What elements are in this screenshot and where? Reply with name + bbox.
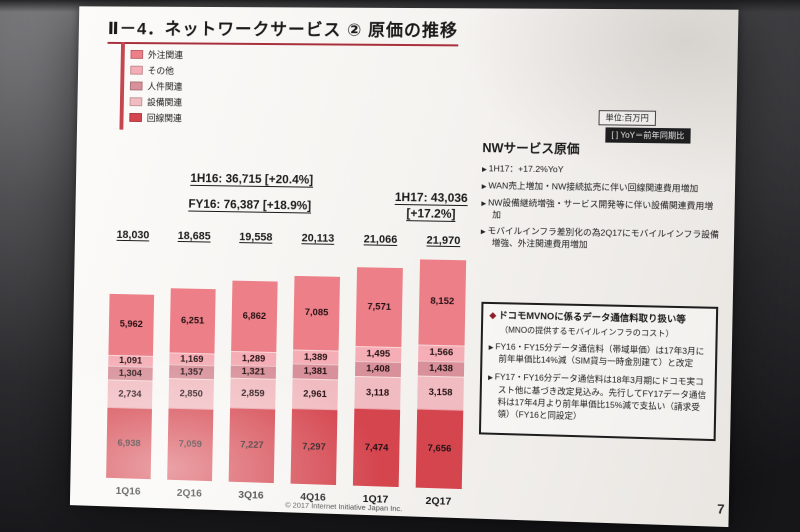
bar-total: 21,066 (363, 233, 398, 246)
bar-total: 18,030 (116, 229, 150, 242)
bar-segment: 7,227 (228, 407, 276, 484)
bar-segment: 3,118 (354, 375, 401, 410)
bar-segment: 1,495 (355, 345, 402, 363)
unit-note: 単位:百万円 (598, 110, 657, 126)
legend-label: 設備関連 (146, 97, 183, 108)
bar-segment: 1,566 (418, 344, 465, 362)
bar-stack: 7,085 1,389 1,381 2,961 7,297 (290, 276, 340, 486)
bar-segment: 7,059 (167, 407, 214, 482)
bar-category-label: 1Q16 (115, 484, 141, 498)
bar-segment: 1,304 (107, 365, 153, 381)
legend-list: 外注関連その他人件関連設備関連回線関連 (129, 48, 183, 124)
bullet-item: FY16・FY15分データ通信料（帯域単価）は17年3月に前年単価比14%減（S… (488, 340, 709, 370)
bar-total: 18,685 (177, 230, 211, 243)
bullet-item: モバイルインフラ差別化の為2Q17にモバイルインフラ設備増強、外注関連費用増加 (480, 226, 719, 254)
bar-segment: 6,862 (231, 280, 278, 353)
mvno-box: ◆ ドコモMVNOに係るデータ通信料取り扱い等 （MNOの提供するモバイルインフラ… (478, 301, 719, 442)
bar-column: 19,558 6,862 1,289 1,321 2,859 7,227 3Q16 (227, 231, 279, 502)
bar-stack: 7,571 1,495 1,408 3,118 7,474 (352, 267, 403, 488)
bar-total: 20,113 (301, 232, 335, 245)
legend-swatch-icon (130, 65, 143, 75)
legend-label: 外注関連 (147, 50, 184, 61)
legend-item: 設備関連 (129, 95, 183, 108)
legend-swatch-icon (130, 49, 144, 59)
box-bullets: FY16・FY15分データ通信料（帯域単価）は17年3月に前年単価比14%減（S… (487, 340, 709, 426)
bar-segment: 6,938 (106, 406, 152, 480)
page-number: 7 (716, 501, 725, 517)
bar-segment: 8,152 (418, 259, 467, 346)
legend: 外注関連その他人件関連設備関連回線関連 (119, 41, 190, 131)
bullet-item: WAN売上増加・NW接続拡売に伴い回線関連費用増加 (482, 180, 721, 196)
legend-item: 人件関連 (129, 79, 183, 92)
legend-item: 外注関連 (130, 48, 183, 61)
bar-total: 19,558 (239, 231, 273, 244)
bar-segment: 7,085 (293, 276, 340, 351)
bar-segment: 7,474 (352, 408, 401, 488)
legend-item: 回線関連 (129, 111, 182, 124)
bullet-item: FY17・FY16分データ通信料は18年3月期にドコモ実コスト他に基づき改定見込… (487, 371, 708, 426)
annotation-1h17-value: 1H17: 43,036 (394, 189, 468, 206)
bar-segment: 7,571 (355, 267, 403, 348)
bar-segment: 1,321 (230, 364, 277, 380)
bar-segment: 6,251 (169, 288, 216, 354)
bar-segment: 1,289 (230, 351, 277, 366)
bar-segment: 1,438 (417, 360, 465, 377)
bar-stack: 6,251 1,169 1,357 2,850 7,059 (167, 288, 216, 482)
legend-swatch-icon (129, 81, 143, 91)
bar-chart: 18,030 5,962 1,091 1,304 2,734 6,938 1Q16 18,68… (105, 229, 468, 508)
bar-stack: 6,862 1,289 1,321 2,859 7,227 (228, 280, 278, 484)
mvno-box-heading-text: ドコモMVNOに係るデータ通信料取り扱い等 (498, 310, 686, 325)
legend-label: その他 (147, 65, 175, 76)
bar-segment: 5,962 (108, 293, 155, 356)
right-panel: NWサービス原価 1H17：+17.2%YoY WAN売上増加・NW接続拡売に伴い… (478, 137, 721, 442)
bar-total: 21,970 (426, 234, 461, 248)
annotation-1h17-yoy: [+17.2%] (406, 206, 456, 221)
mvno-box-subheading: （MNOの提供するモバイルインフラのコスト） (500, 325, 674, 339)
bar-segment: 1,389 (292, 349, 339, 365)
legend-swatch-icon (129, 97, 143, 107)
bar-segment: 2,734 (107, 379, 153, 409)
bar-segment: 1,169 (169, 352, 215, 366)
bar-segment: 1,408 (354, 361, 402, 378)
diamond-icon: ◆ (489, 310, 497, 321)
bar-segment: 2,961 (291, 377, 339, 410)
nw-cost-heading: NWサービス原価 (482, 141, 580, 157)
bar-segment: 7,656 (415, 408, 464, 490)
bar-column: 21,970 8,152 1,566 1,438 3,158 7,656 2Q17 (414, 234, 467, 508)
annotation-fy16: FY16: 76,387 [+18.9%] (188, 196, 312, 213)
legend-label: 人件関連 (147, 81, 183, 92)
annotation-1h16: 1H16: 36,715 [+20.4%] (190, 171, 314, 187)
bar-stack: 8,152 1,566 1,438 3,158 7,656 (415, 259, 467, 490)
bar-segment: 1,381 (292, 363, 339, 380)
bar-segment: 7,297 (290, 408, 338, 486)
bar-column: 21,066 7,571 1,495 1,408 3,118 7,474 1Q17 (352, 233, 405, 506)
bar-segment: 2,859 (230, 377, 276, 409)
slide: Ⅱ－4．ネットワークサービス ② 原価の推移 外注関連 その他 人件関連 設備関連 回線… (69, 6, 739, 528)
legend-label: 回線関連 (146, 113, 182, 124)
annotation-1h17: 1H17: 43,036 [+17.2%] (375, 190, 488, 224)
legend-item: その他 (130, 64, 183, 77)
bullet-item: NW設備継続増強・サービス開発等に伴い設備関連費用増加 (481, 197, 720, 225)
bar-segment: 1,357 (169, 364, 215, 380)
bar-column: 20,113 7,085 1,389 1,381 2,961 7,297 4Q16 (289, 232, 342, 504)
legend-swatch-icon (129, 112, 143, 122)
nw-bullets: 1H17：+17.2%YoY WAN売上増加・NW接続拡売に伴い回線関連費用増加N… (480, 163, 720, 254)
bar-column: 18,685 6,251 1,169 1,357 2,850 7,059 2Q16 (166, 230, 218, 500)
bar-stack: 5,962 1,091 1,304 2,734 6,938 (106, 293, 155, 480)
bullet-item: 1H17：+17.2%YoY (482, 163, 721, 178)
bar-segment: 2,850 (168, 378, 214, 409)
bar-segment: 3,158 (417, 375, 464, 410)
bar-column: 18,030 5,962 1,091 1,304 2,734 6,938 1Q16 (105, 229, 157, 498)
